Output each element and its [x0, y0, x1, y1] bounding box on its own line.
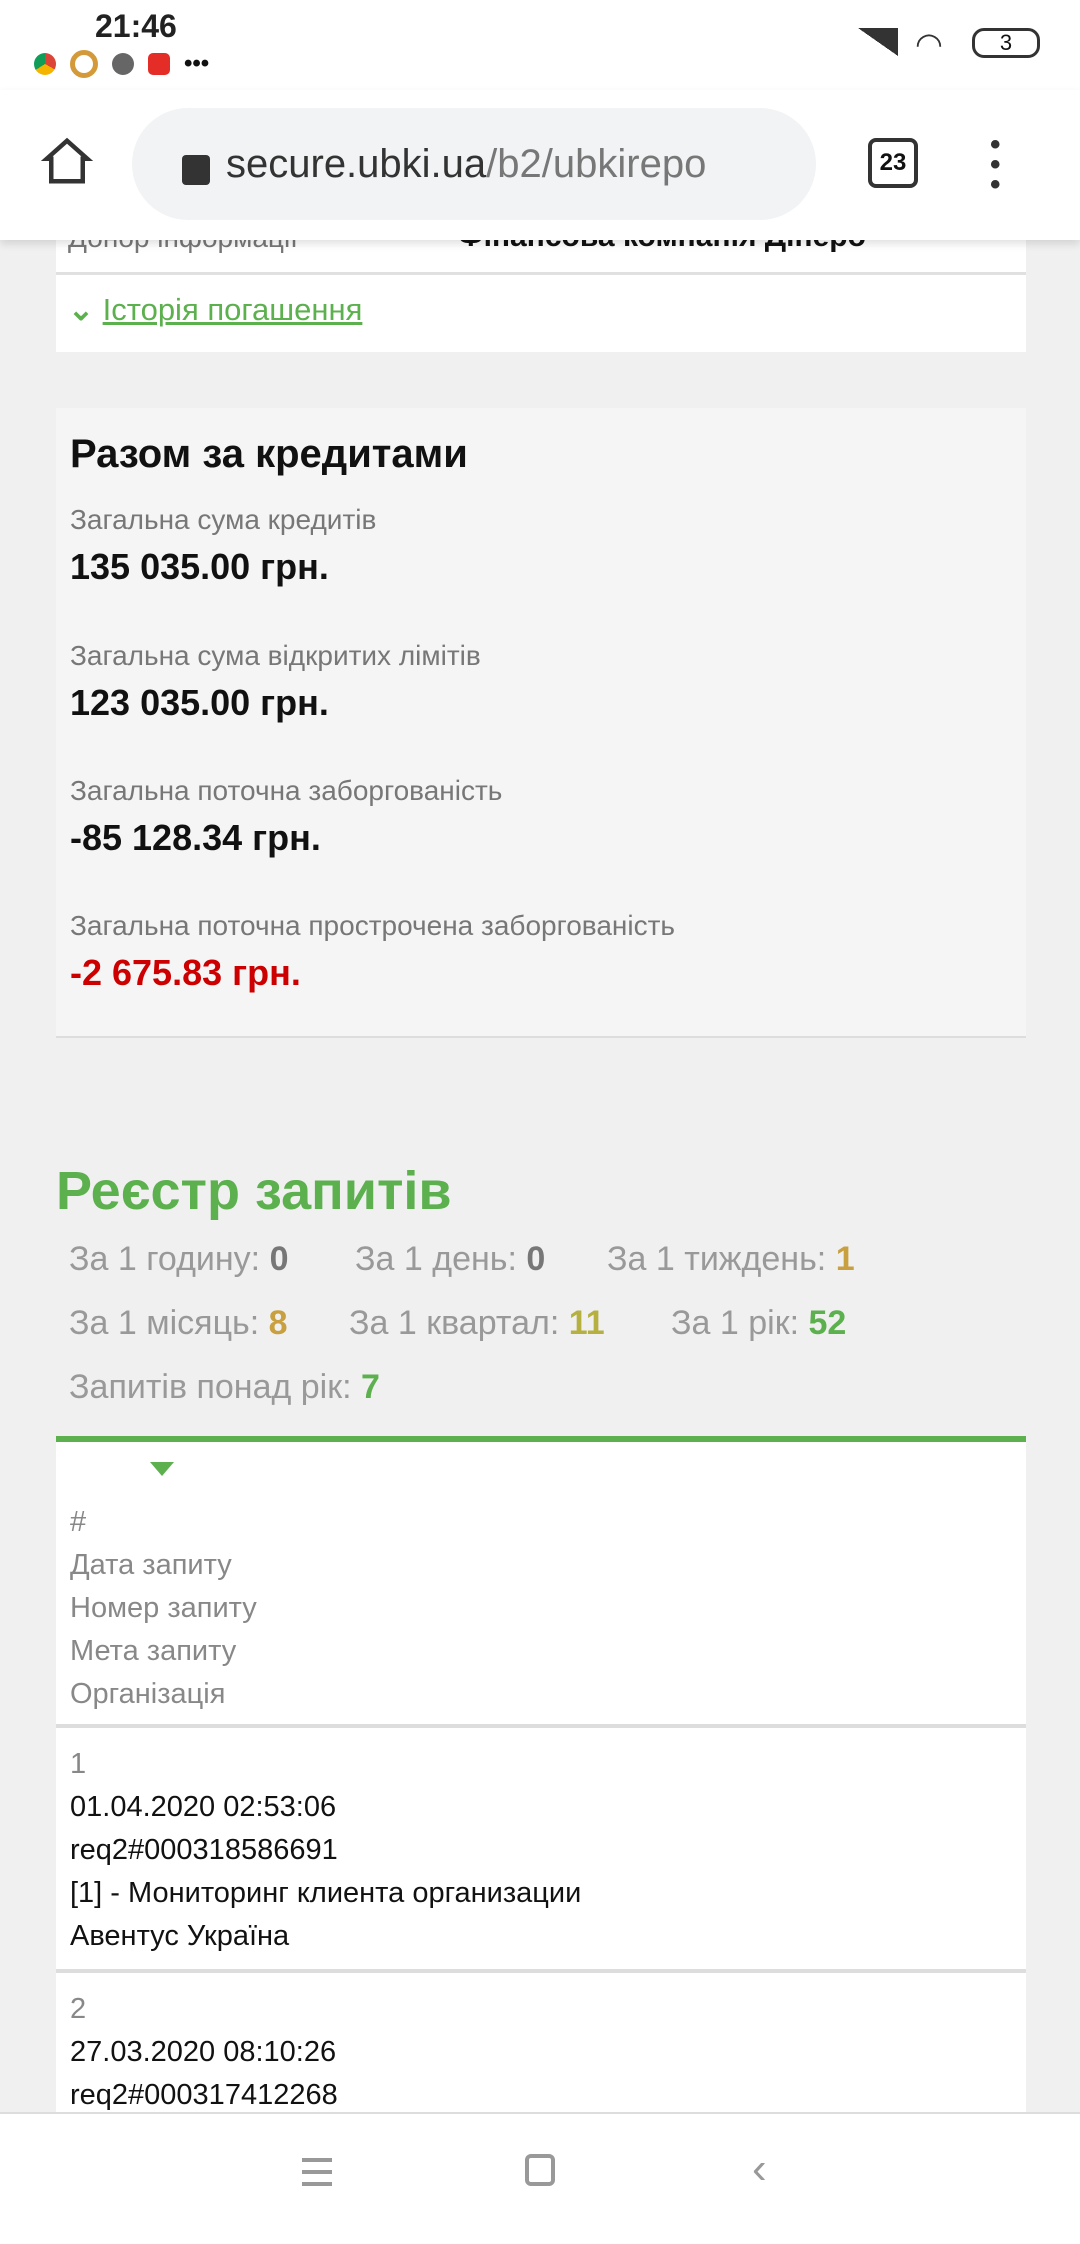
- youtube-icon: [148, 53, 170, 75]
- totals-title: Разом за кредитами: [70, 432, 468, 476]
- divider: [56, 1969, 1026, 1973]
- notification-icons: •••: [34, 50, 209, 78]
- system-nav-bar: ‹: [0, 2112, 1080, 2244]
- divider: [56, 272, 1026, 275]
- chrome-icon: [34, 53, 56, 75]
- stat-value: 8: [268, 1304, 288, 1342]
- home-nav-icon[interactable]: [525, 2154, 555, 2186]
- stat-label: За 1 тиждень:: [607, 1240, 836, 1278]
- total-label: Загальна поточна заборгованість: [70, 775, 503, 806]
- header-number: #: [70, 1506, 87, 1538]
- requests-table: # Дата запиту Номер запиту Мета запиту О…: [56, 1436, 1026, 2136]
- stat-label: За 1 годину:: [69, 1240, 270, 1278]
- wifi-icon: ◠: [915, 26, 943, 62]
- header-organization: Організація: [70, 1678, 226, 1710]
- battery-icon: 3: [972, 28, 1040, 58]
- row-number: 2: [70, 1993, 87, 2025]
- stat-item: За 1 день: 0: [355, 1240, 545, 1279]
- message-icon: [70, 50, 98, 78]
- stat-value: 11: [568, 1304, 605, 1342]
- stat-label: Запитів понад рік:: [69, 1368, 362, 1406]
- total-value: -85 128.34 грн.: [70, 817, 321, 858]
- recent-apps-icon[interactable]: [302, 2158, 332, 2186]
- row-request-number: req2#000318586691: [70, 1834, 338, 1866]
- lock-icon: [182, 155, 210, 185]
- stat-item: За 1 рік: 52: [671, 1304, 846, 1343]
- status-bar: 21:46 ••• ◠ 3: [0, 0, 1080, 90]
- stat-label: За 1 день:: [355, 1240, 527, 1278]
- overdue-value: -2 675.83 грн.: [70, 952, 301, 993]
- stat-label: За 1 рік:: [671, 1304, 809, 1342]
- more-notifications: •••: [184, 50, 210, 77]
- row-purpose: [1] - Мониторинг клиента организации: [70, 1877, 582, 1909]
- row-date: 01.04.2020 02:53:06: [70, 1791, 337, 1823]
- header-purpose: Мета запиту: [70, 1635, 237, 1667]
- telegram-icon: [112, 53, 134, 75]
- clock: 21:46: [95, 8, 177, 44]
- stat-value: 0: [269, 1240, 289, 1278]
- header-date: Дата запиту: [70, 1549, 232, 1581]
- total-label: Загальна сума кредитів: [70, 504, 377, 535]
- home-icon[interactable]: [40, 134, 94, 193]
- address-bar[interactable]: secure.ubki.ua/b2/ubkirepo: [132, 108, 816, 220]
- divider: [56, 1724, 1026, 1728]
- stat-value: 0: [526, 1240, 546, 1278]
- total-label: Загальна поточна прострочена заборговані…: [70, 910, 676, 941]
- stat-value: 7: [361, 1368, 380, 1406]
- row-date: 27.03.2020 08:10:26: [70, 2036, 337, 2068]
- totals-card: Разом за кредитами Загальна сума кредиті…: [56, 408, 1026, 1038]
- stat-label: За 1 квартал:: [349, 1304, 569, 1342]
- chevron-down-icon: ⌄: [68, 292, 94, 327]
- browser-toolbar: secure.ubki.ua/b2/ubkirepo 23 • • •: [0, 90, 1080, 240]
- total-label: Загальна сума відкритих лімітів: [70, 640, 481, 671]
- stat-item: За 1 тиждень: 1: [607, 1240, 855, 1279]
- stat-item: За 1 годину: 0: [69, 1240, 289, 1279]
- total-value: 135 035.00 грн.: [70, 546, 329, 587]
- stat-label: За 1 місяць:: [69, 1304, 269, 1342]
- sort-triangle-icon[interactable]: [150, 1462, 174, 1476]
- url-path: /b2/ubkirepo: [486, 141, 707, 186]
- stat-value: 1: [835, 1240, 855, 1278]
- registry-title: Реєстр запитів: [56, 1161, 452, 1221]
- row-request-number: req2#000317412268: [70, 2079, 338, 2111]
- stat-item: Запитів понад рік: 7: [69, 1368, 380, 1407]
- back-icon[interactable]: ‹: [752, 2144, 767, 2193]
- row-number: 1: [70, 1748, 87, 1780]
- url-host: secure.ubki.ua: [226, 141, 487, 186]
- stat-value: 52: [808, 1304, 847, 1342]
- stat-item: За 1 місяць: 8: [69, 1304, 288, 1343]
- row-organization: Авентус Україна: [70, 1920, 290, 1952]
- payment-history-link[interactable]: ⌄ Історія погашення: [68, 292, 363, 327]
- signal-icon: [858, 28, 898, 56]
- header-request-number: Номер запиту: [70, 1592, 257, 1624]
- tabs-button[interactable]: 23: [868, 138, 918, 188]
- menu-icon[interactable]: • • •: [990, 128, 1001, 201]
- total-value: 123 035.00 грн.: [70, 682, 329, 723]
- stat-item: За 1 квартал: 11: [349, 1304, 605, 1343]
